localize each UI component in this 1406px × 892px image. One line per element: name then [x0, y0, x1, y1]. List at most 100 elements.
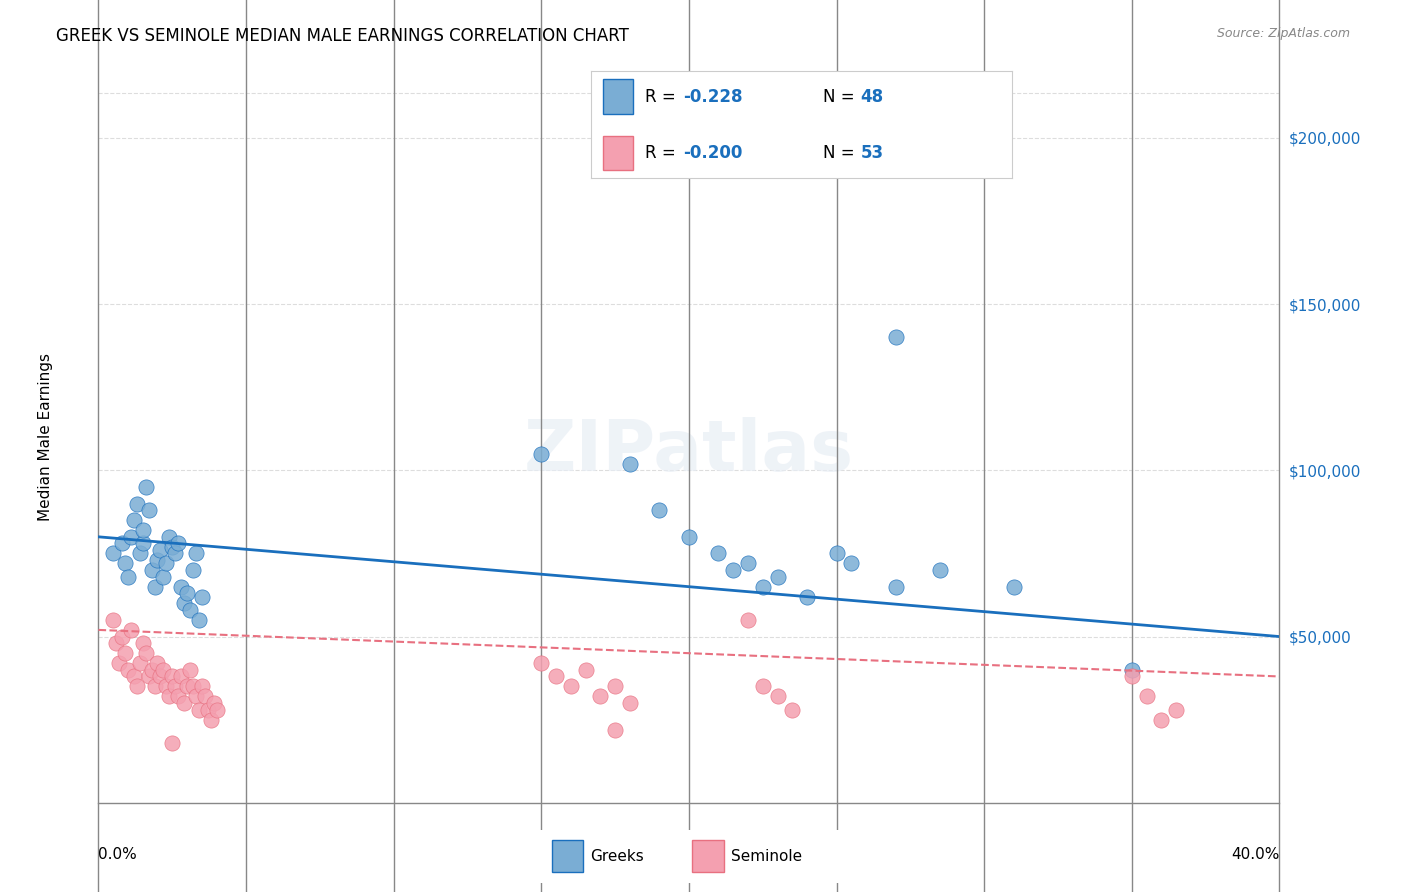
Point — [122, 669, 145, 683]
Point — [149, 543, 172, 558]
Point — [111, 630, 134, 644]
Point — [825, 546, 848, 560]
Point — [928, 563, 950, 577]
Point — [766, 690, 789, 704]
Bar — [603, 79, 633, 114]
Point — [187, 613, 209, 627]
Text: -0.228: -0.228 — [683, 88, 742, 106]
Point — [120, 623, 142, 637]
Point — [176, 680, 198, 694]
Point — [162, 669, 183, 683]
Point — [103, 546, 125, 560]
Point — [1002, 580, 1025, 594]
Bar — [603, 136, 633, 170]
Point — [152, 663, 174, 677]
Point — [176, 586, 198, 600]
Point — [560, 680, 582, 694]
Point — [751, 680, 773, 694]
Text: 48: 48 — [860, 88, 883, 106]
Point — [1121, 669, 1143, 683]
Bar — [692, 840, 724, 872]
Point — [141, 663, 163, 677]
Point — [546, 669, 568, 683]
Point — [766, 570, 789, 584]
Point — [173, 696, 195, 710]
Point — [173, 596, 195, 610]
Point — [184, 546, 207, 560]
Point — [125, 497, 148, 511]
Point — [530, 447, 553, 461]
Point — [141, 563, 163, 577]
Text: Greeks: Greeks — [591, 849, 644, 863]
Point — [205, 703, 228, 717]
Point — [796, 590, 818, 604]
Point — [157, 690, 180, 704]
Point — [1121, 663, 1143, 677]
Point — [155, 680, 177, 694]
Text: 53: 53 — [860, 144, 883, 161]
Text: Seminole: Seminole — [731, 849, 803, 863]
Point — [181, 680, 204, 694]
Point — [162, 540, 183, 554]
Point — [179, 603, 201, 617]
Point — [165, 546, 187, 560]
Point — [191, 590, 214, 604]
Bar — [551, 840, 583, 872]
Point — [648, 503, 671, 517]
Point — [200, 713, 222, 727]
Point — [194, 690, 217, 704]
Point — [162, 736, 183, 750]
Point — [589, 690, 612, 704]
Point — [143, 580, 166, 594]
Point — [737, 557, 759, 571]
Point — [132, 523, 155, 537]
Point — [191, 680, 214, 694]
Point — [181, 563, 204, 577]
Text: -0.200: -0.200 — [683, 144, 742, 161]
Text: Source: ZipAtlas.com: Source: ZipAtlas.com — [1216, 27, 1350, 40]
Point — [1150, 713, 1173, 727]
Text: N =: N = — [823, 88, 859, 106]
Point — [128, 546, 150, 560]
Point — [132, 636, 155, 650]
Point — [135, 646, 157, 660]
Point — [108, 656, 131, 670]
Point — [117, 663, 139, 677]
Text: 0.0%: 0.0% — [98, 847, 138, 862]
Point — [619, 696, 641, 710]
Point — [605, 723, 627, 737]
Point — [170, 580, 193, 594]
Point — [605, 680, 627, 694]
Text: GREEK VS SEMINOLE MEDIAN MALE EARNINGS CORRELATION CHART: GREEK VS SEMINOLE MEDIAN MALE EARNINGS C… — [56, 27, 628, 45]
Point — [197, 703, 219, 717]
Point — [132, 536, 155, 550]
Text: 40.0%: 40.0% — [1232, 847, 1279, 862]
Point — [574, 663, 596, 677]
Point — [128, 656, 150, 670]
Point — [122, 513, 145, 527]
Text: ZIPatlas: ZIPatlas — [524, 417, 853, 486]
Point — [146, 656, 169, 670]
Point — [678, 530, 700, 544]
Point — [707, 546, 730, 560]
Point — [1135, 690, 1157, 704]
Point — [884, 330, 907, 344]
Point — [117, 570, 139, 584]
Point — [884, 580, 907, 594]
Point — [179, 663, 201, 677]
Point — [120, 530, 142, 544]
Point — [530, 656, 553, 670]
Point — [170, 669, 193, 683]
Text: Median Male Earnings: Median Male Earnings — [38, 353, 53, 521]
Point — [187, 703, 209, 717]
Point — [105, 636, 128, 650]
Point — [1164, 703, 1187, 717]
Point — [146, 553, 169, 567]
Point — [737, 613, 759, 627]
Point — [149, 669, 172, 683]
Point — [751, 580, 773, 594]
Point — [138, 669, 160, 683]
Point — [138, 503, 160, 517]
Point — [167, 690, 190, 704]
Point — [841, 147, 863, 161]
